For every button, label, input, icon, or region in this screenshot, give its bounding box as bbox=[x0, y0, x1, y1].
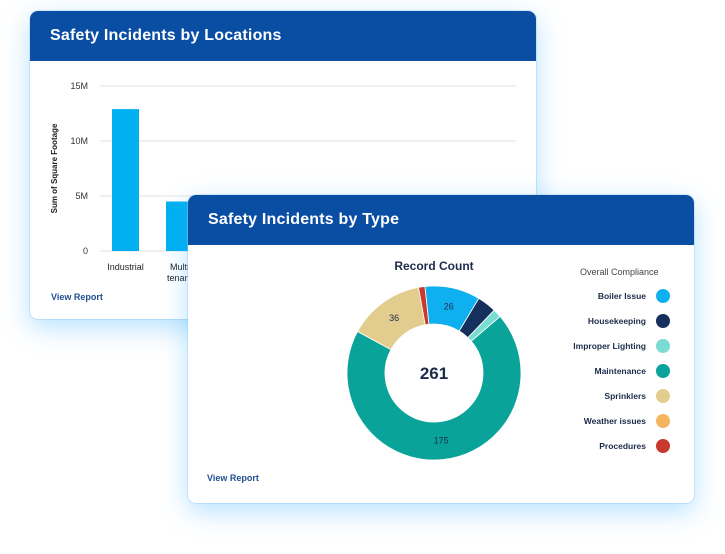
legend-item-label: Boiler Issue bbox=[597, 291, 646, 301]
type-card-title: Safety Incidents by Type bbox=[188, 195, 694, 245]
legend-item: Housekeeping bbox=[530, 314, 670, 328]
legend-color-dot bbox=[656, 389, 670, 403]
legend-item: Maintenance bbox=[530, 364, 670, 378]
legend-color-dot bbox=[656, 414, 670, 428]
slice-label: 175 bbox=[434, 436, 449, 446]
y-tick-label: 0 bbox=[83, 246, 88, 256]
legend-item-label: Weather issues bbox=[583, 416, 646, 426]
legend-color-dot bbox=[656, 364, 670, 378]
legend-item: Boiler Issue bbox=[530, 289, 670, 303]
y-tick-label: 15M bbox=[70, 81, 88, 91]
locations-view-report-link[interactable]: View Report bbox=[51, 292, 103, 302]
donut-center-total: 261 bbox=[420, 364, 448, 383]
legend-item: Sprinklers bbox=[530, 389, 670, 403]
locations-card-title: Safety Incidents by Locations bbox=[30, 11, 536, 61]
bar-chart: 0 5M 10M 15M Sum of Square Footage Industrial… bbox=[50, 81, 516, 283]
slice-label: 26 bbox=[444, 302, 454, 312]
legend-color-dot bbox=[656, 314, 670, 328]
legend-color-dot bbox=[656, 439, 670, 453]
x-tick-label: Industrial bbox=[107, 262, 144, 272]
donut-chart: Record Count 26 175 36 261 bbox=[346, 259, 522, 461]
legend-item: Improper Lighting bbox=[530, 339, 670, 353]
y-tick-label: 5M bbox=[75, 191, 88, 201]
legend-item: Procedures bbox=[530, 439, 670, 453]
donut-title: Record Count bbox=[394, 259, 473, 273]
y-tick-label: 10M bbox=[70, 136, 88, 146]
type-card: Safety Incidents by Type Record Count 26 1… bbox=[188, 195, 694, 503]
bar-industrial bbox=[112, 109, 139, 251]
legend-item: Weather issues bbox=[530, 414, 670, 428]
slice-procedures bbox=[418, 286, 430, 326]
type-view-report-link[interactable]: View Report bbox=[207, 473, 259, 483]
legend-item-label: Improper Lighting bbox=[573, 341, 646, 351]
legend-item-label: Procedures bbox=[599, 441, 646, 451]
legend-color-dot bbox=[656, 289, 670, 303]
y-axis-label: Sum of Square Footage bbox=[50, 123, 59, 213]
legend-title: Overall Compliance bbox=[580, 267, 659, 277]
legend-color-dot bbox=[656, 339, 670, 353]
legend-item-label: Housekeeping bbox=[587, 316, 646, 326]
x-tick-label: Multi tenant bbox=[167, 262, 193, 283]
slice-maintenance bbox=[346, 315, 522, 461]
legend-item-label: Maintenance bbox=[594, 366, 647, 376]
legend-item-label: Sprinklers bbox=[604, 391, 646, 401]
slice-label: 36 bbox=[389, 313, 399, 323]
